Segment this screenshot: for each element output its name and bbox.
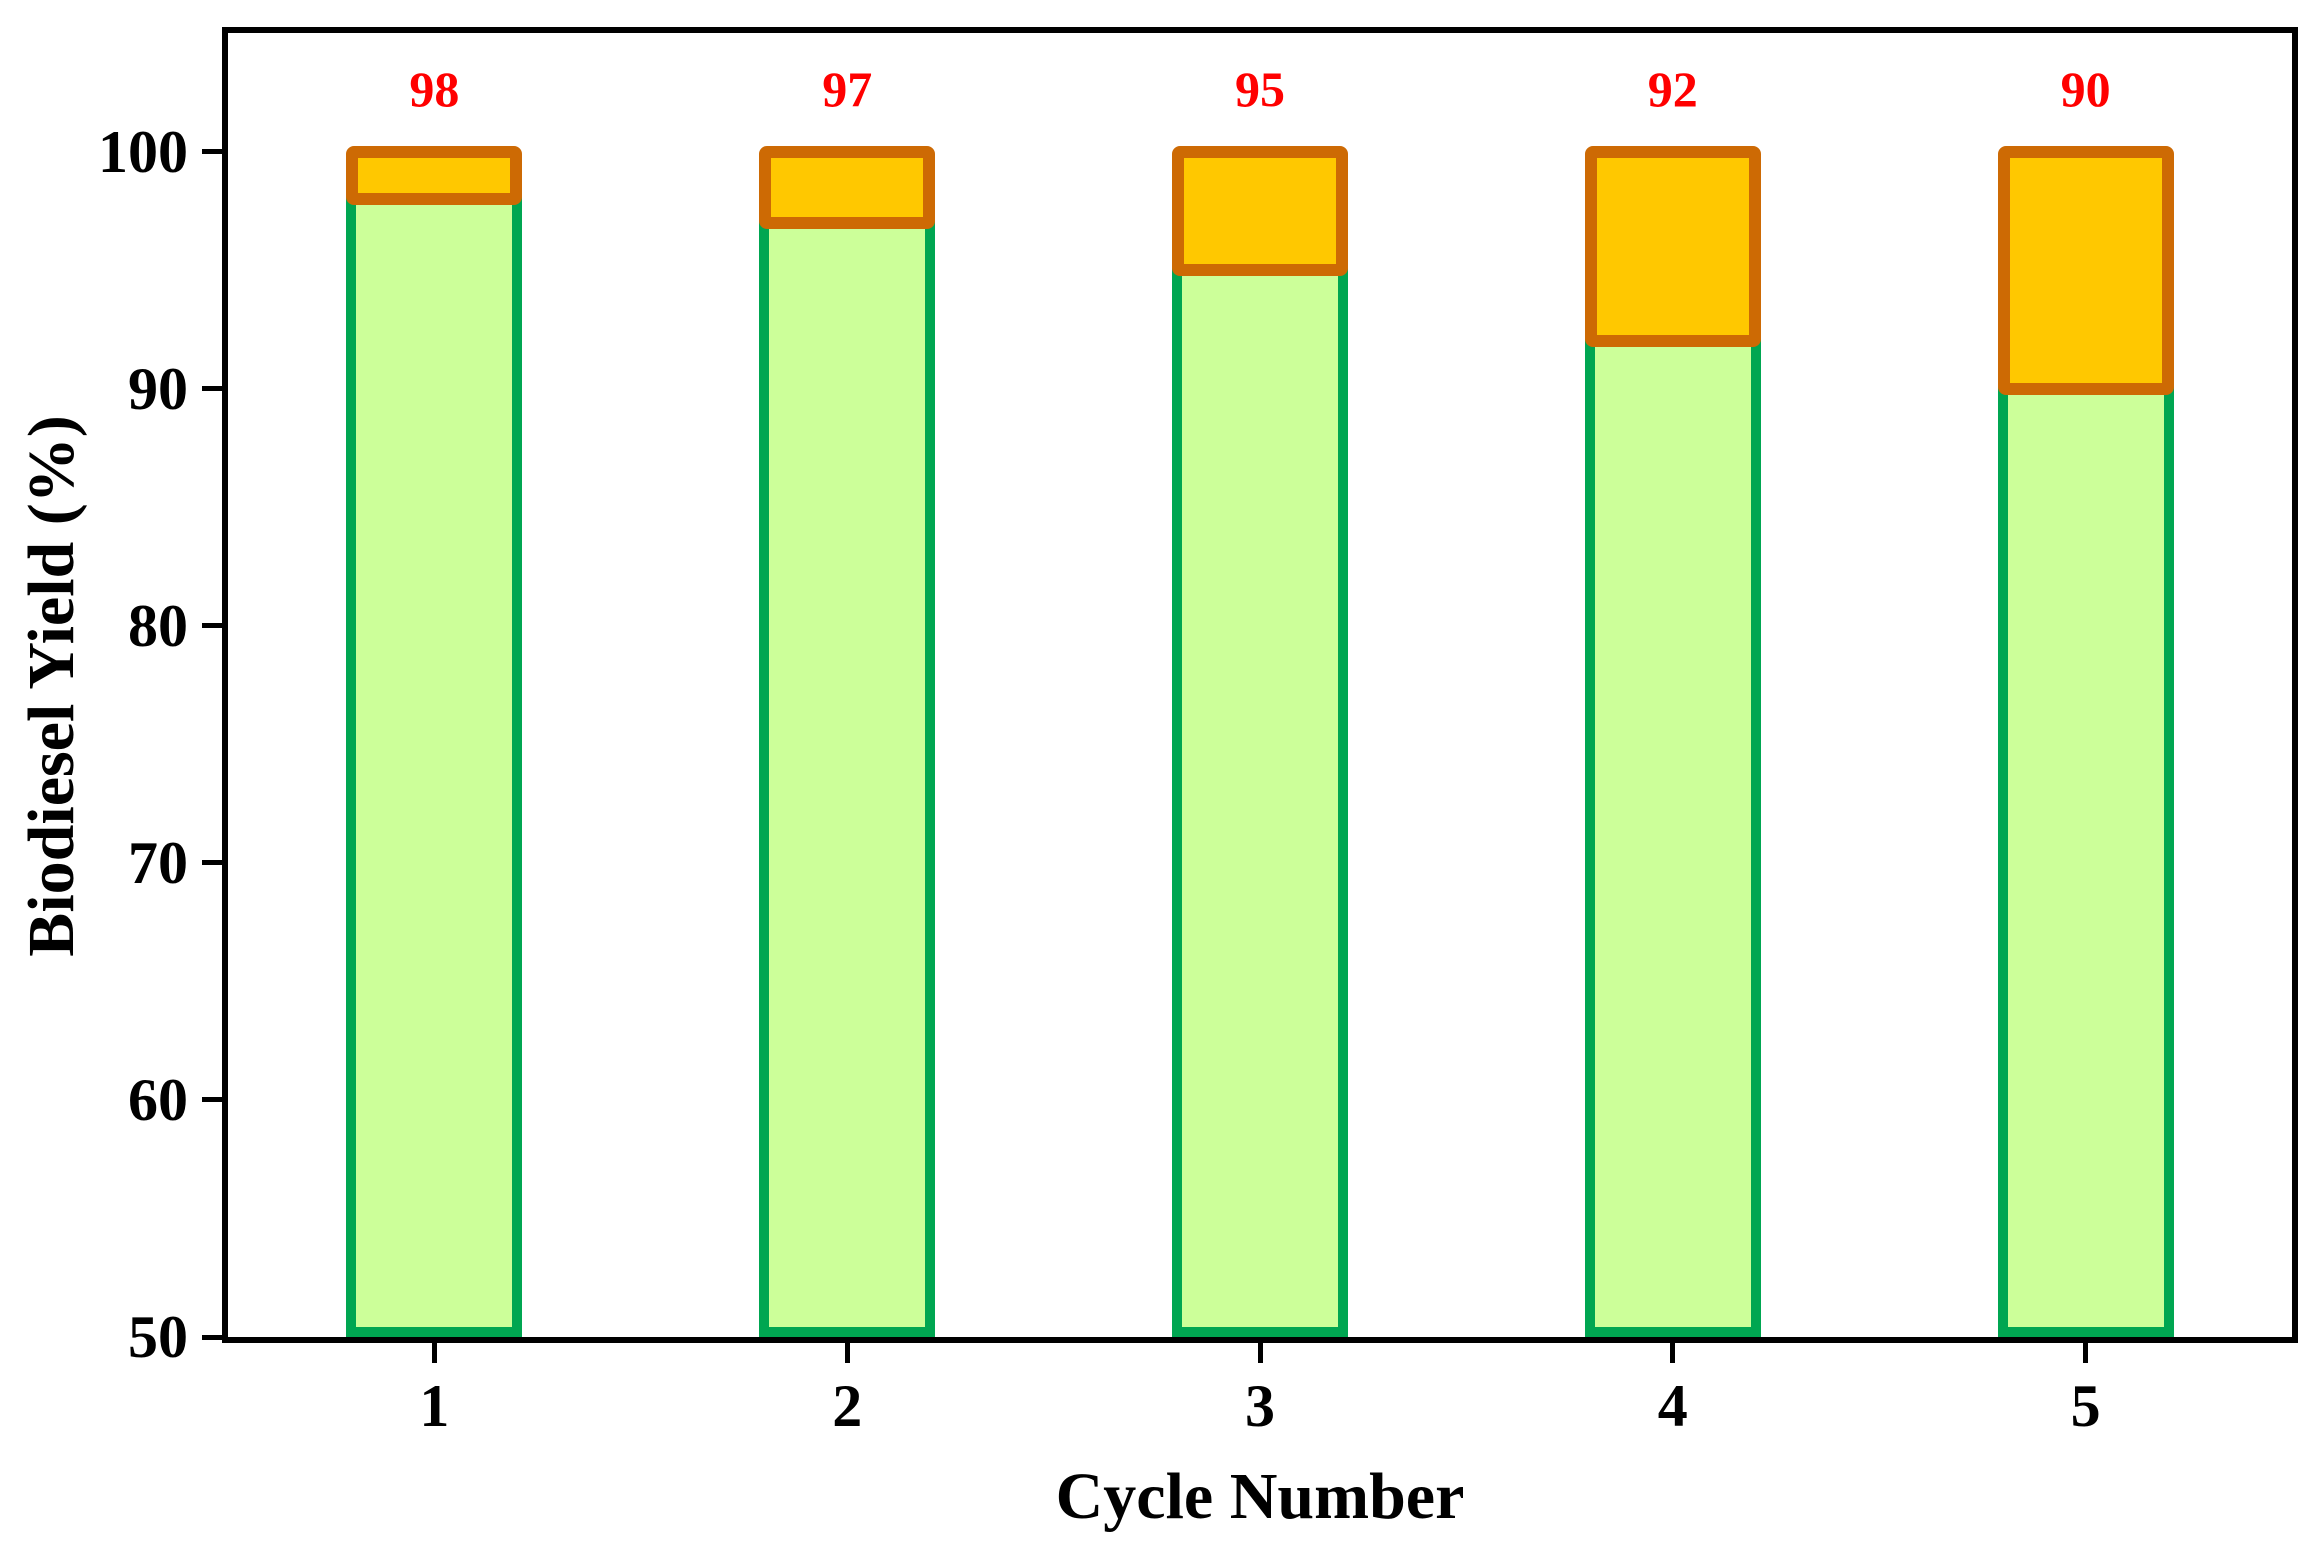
bar-value-label: 90 <box>2060 61 2111 117</box>
y-axis-tick-label: 50 <box>128 1304 188 1370</box>
y-axis-tick <box>202 386 222 392</box>
bar-remainder-segment <box>759 145 936 229</box>
bar-value-label: 98 <box>409 61 460 117</box>
y-axis-tick-label: 90 <box>128 355 188 422</box>
x-axis-tick <box>844 1343 850 1363</box>
y-axis-tick-label: 80 <box>128 592 188 659</box>
bar-remainder-segment <box>1997 145 2174 395</box>
bar-yield-segment <box>1584 336 1761 1337</box>
x-axis-tick <box>2083 1343 2089 1363</box>
x-axis-tick-label: 2 <box>832 1373 863 1439</box>
x-axis-tick-label: 1 <box>419 1373 450 1439</box>
x-axis-tick-label: 3 <box>1245 1373 1275 1439</box>
x-axis-tick <box>1670 1343 1676 1363</box>
plot-area: 50 60 70 80 90 100 98 1 97 2 95 3 92 4 90 5 <box>98 27 2298 1437</box>
y-axis-tick-label: 70 <box>128 829 188 896</box>
bar-yield-segment <box>346 193 523 1337</box>
x-axis-tick <box>431 1343 437 1363</box>
bar-remainder-segment <box>1172 145 1348 277</box>
x-axis-tick-label: 5 <box>2070 1373 2101 1439</box>
y-axis-tick <box>202 623 222 629</box>
y-axis-tick-label: 60 <box>128 1066 188 1133</box>
bar-yield-segment <box>1172 265 1348 1337</box>
bar-value-label: 92 <box>1647 61 1698 117</box>
y-axis-tick <box>202 1334 222 1340</box>
bar-value-label: 95 <box>1235 61 1285 117</box>
x-axis-title: Cycle Number <box>1055 1460 1465 1533</box>
y-axis-tick <box>202 1097 222 1103</box>
x-axis-tick <box>1257 1343 1263 1363</box>
bar-remainder-segment <box>1584 145 1761 348</box>
bar-yield-segment <box>759 217 936 1337</box>
y-axis-tick-label: 100 <box>98 118 188 185</box>
y-axis-tick <box>202 860 222 866</box>
y-axis-tick <box>202 149 222 155</box>
bar-remainder-segment <box>346 145 523 205</box>
x-axis-tick-label: 4 <box>1657 1373 1688 1439</box>
bar-value-label: 97 <box>822 61 873 117</box>
bar-yield-segment <box>1997 383 2174 1337</box>
